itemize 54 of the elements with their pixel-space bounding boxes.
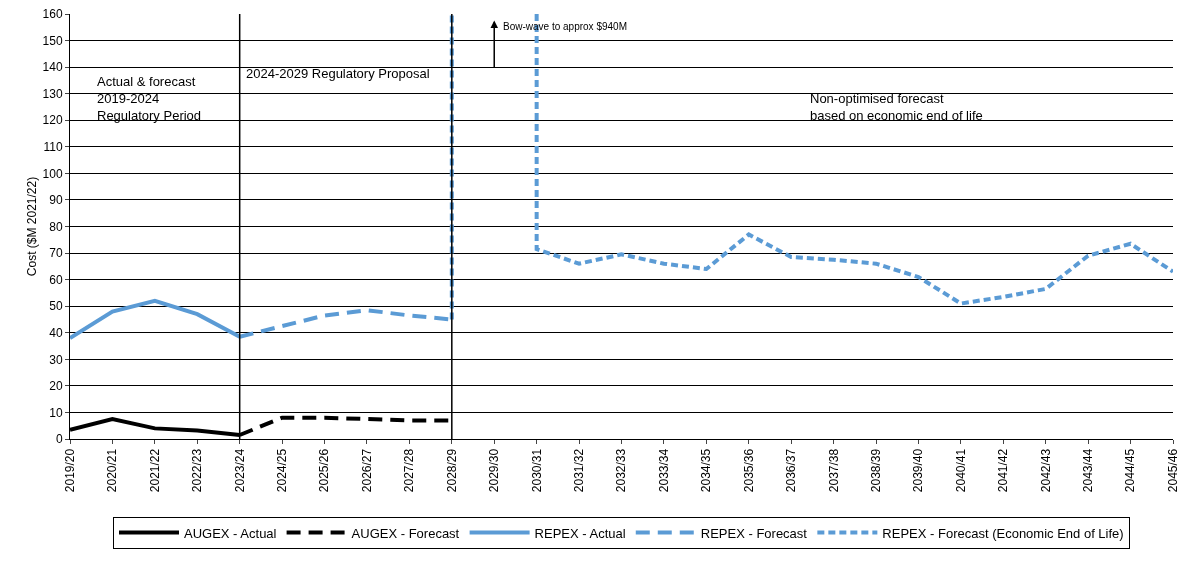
y-tick-label: 0 <box>55 432 63 447</box>
y-tick-label: 90 <box>49 193 63 208</box>
legend-label: AUGEX - Actual <box>184 525 277 541</box>
x-tick-label: 2029/30 <box>487 448 502 493</box>
x-tick-label: 2042/43 <box>1038 448 1053 493</box>
legend-label: REPEX - Actual <box>534 525 626 541</box>
x-tick-label: 2039/40 <box>911 448 926 493</box>
y-tick-label: 100 <box>42 166 63 181</box>
x-tick-label: 2040/41 <box>953 448 968 493</box>
y-tick-label: 20 <box>49 379 63 394</box>
x-tick-label: 2023/24 <box>232 448 247 493</box>
y-tick-label: 130 <box>42 86 63 101</box>
x-tick-label: 2045/46 <box>1165 448 1180 493</box>
x-tick-label: 2038/39 <box>868 448 883 493</box>
x-tick-label: 2032/33 <box>614 448 629 493</box>
y-tick-label: 120 <box>42 113 63 128</box>
x-tick-label: 2030/31 <box>529 448 544 493</box>
x-tick-label: 2036/37 <box>784 448 799 493</box>
annotation: 2024-2029 Regulatory Proposal <box>246 66 430 81</box>
x-tick-label: 2021/22 <box>147 448 162 493</box>
y-tick-label: 10 <box>49 405 63 420</box>
x-tick-label: 2035/36 <box>741 448 756 493</box>
x-tick-label: 2022/23 <box>190 448 205 493</box>
x-tick-label: 2020/21 <box>105 448 120 493</box>
x-tick-label: 2033/34 <box>656 448 671 493</box>
annotation: Actual & forecast 2019-2024 Regulatory Period <box>97 74 202 123</box>
annotation: Non-optimised forecast based on economic end of life <box>810 91 983 123</box>
legend-label: REPEX - Forecast <box>700 525 808 541</box>
x-tick-label: 2034/35 <box>699 448 714 493</box>
x-tick-label: 2026/27 <box>359 448 374 493</box>
x-tick-label: 2024/25 <box>275 448 290 493</box>
x-tick-label: 2037/38 <box>826 448 841 493</box>
x-tick-label: 2041/42 <box>996 448 1011 493</box>
y-tick-label: 70 <box>49 246 63 261</box>
x-tick-label: 2028/29 <box>444 448 459 493</box>
y-tick-label: 160 <box>42 7 63 22</box>
legend-label: REPEX - Forecast (Economic End of Life) <box>882 525 1124 541</box>
annotation: Bow-wave to approx $940M <box>503 21 627 32</box>
x-tick-label: 2019/20 <box>62 448 77 493</box>
legend-label: AUGEX - Forecast <box>351 525 460 541</box>
y-tick-label: 150 <box>42 33 63 48</box>
y-axis-title: Cost ($M 2021/22) <box>25 176 39 277</box>
x-tick-label: 2031/32 <box>571 448 586 493</box>
y-tick-label: 140 <box>42 60 63 75</box>
y-tick-label: 60 <box>49 272 63 287</box>
y-tick-label: 80 <box>49 219 63 234</box>
x-tick-label: 2025/26 <box>317 448 332 493</box>
y-tick-label: 40 <box>49 325 63 340</box>
y-tick-label: 30 <box>49 352 63 367</box>
x-tick-label: 2044/45 <box>1123 448 1138 493</box>
x-tick-label: 2043/44 <box>1081 448 1096 493</box>
y-tick-label: 50 <box>49 299 63 314</box>
y-tick-label: 110 <box>43 140 63 155</box>
x-tick-label: 2027/28 <box>402 448 417 493</box>
